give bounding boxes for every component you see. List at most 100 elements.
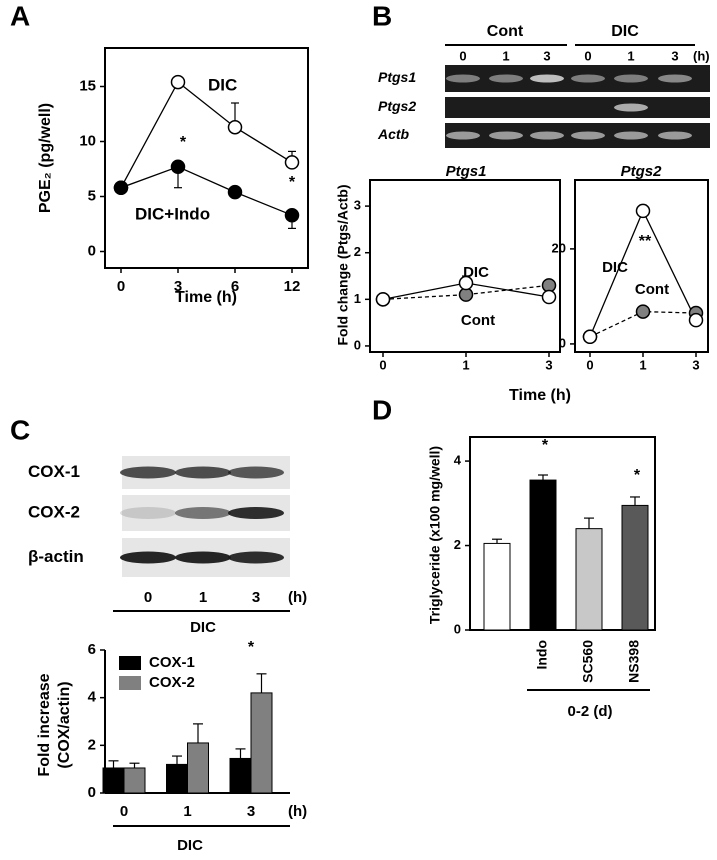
y-tick-label: 2 xyxy=(88,736,96,753)
gel-unit: (h) xyxy=(693,48,710,63)
y-tick-label: 0 xyxy=(88,242,96,259)
gel-lane-label: 1 xyxy=(627,48,634,63)
x-tick-label: 3 xyxy=(174,278,182,295)
x-tick-label: 0 xyxy=(586,357,593,372)
group-label: 0-2 (d) xyxy=(568,703,613,720)
gel-lane-label: 0 xyxy=(459,48,466,63)
gel-band xyxy=(120,466,176,479)
bar xyxy=(229,757,252,794)
bar xyxy=(102,767,125,794)
y-tick-label: 5 xyxy=(88,187,96,204)
y-axis-label: Triglyceride (x100 mg/well) xyxy=(427,446,443,624)
annotation: ** xyxy=(639,233,652,250)
y-tick-label: 0 xyxy=(454,621,461,636)
group-label: DIC xyxy=(177,837,203,854)
gel-band xyxy=(175,551,231,564)
x-unit: (h) xyxy=(288,803,307,820)
error-bar xyxy=(129,762,140,768)
series-label: DIC xyxy=(602,259,628,276)
legend-swatch xyxy=(119,676,141,690)
x-axis-label: Time (h) xyxy=(509,387,571,404)
annotation: * xyxy=(634,467,641,484)
error-bar xyxy=(492,538,502,544)
error-bar xyxy=(256,673,267,693)
y-tick-label: 0 xyxy=(354,337,361,352)
annotation: * xyxy=(542,437,549,454)
gel-band xyxy=(446,131,480,140)
data-point xyxy=(541,289,557,305)
gel-row xyxy=(445,97,710,118)
gel-group: DIC xyxy=(190,619,216,636)
y-tick-label: 2 xyxy=(454,537,461,552)
gel-row-label: β-actin xyxy=(28,547,84,566)
gel-lane-label: 3 xyxy=(252,589,260,606)
y-tick-label: 15 xyxy=(79,77,96,94)
error-bar xyxy=(193,723,203,743)
y-tick-label: 0 xyxy=(88,784,96,801)
y-tick-label: 1 xyxy=(354,291,361,306)
gel-lane-label: 1 xyxy=(502,48,509,63)
gel-band xyxy=(228,551,284,564)
bar xyxy=(529,479,557,631)
panel-label: D xyxy=(372,394,392,425)
error-bar xyxy=(630,496,640,506)
error-bar xyxy=(108,760,119,768)
x-tick-label: 12 xyxy=(284,278,301,295)
data-point xyxy=(284,207,300,223)
y-tick-label: 10 xyxy=(79,132,96,149)
error-bar xyxy=(538,474,548,481)
panel-label: A xyxy=(10,0,30,31)
chart-title: Ptgs2 xyxy=(621,163,663,180)
y-tick-label: 3 xyxy=(354,198,361,213)
gel-band xyxy=(571,131,605,140)
gel-row-label: Ptgs2 xyxy=(378,98,416,114)
data-point xyxy=(688,312,704,328)
gel-row-label: COX-1 xyxy=(28,462,80,481)
error-bar xyxy=(584,517,594,529)
y-axis-label: Fold increase xyxy=(36,673,53,776)
gel-band xyxy=(175,507,231,519)
series-line xyxy=(120,166,293,216)
gel-band xyxy=(120,507,176,519)
panel-label: B xyxy=(372,0,392,31)
x-tick-label: 0 xyxy=(379,357,386,372)
annotation: * xyxy=(180,134,187,151)
gel-band xyxy=(571,74,605,83)
gel-band xyxy=(658,131,692,140)
panel-label: C xyxy=(10,414,30,445)
series-label: Cont xyxy=(635,281,669,298)
series-label: DIC xyxy=(463,264,489,281)
gel-band xyxy=(175,466,231,479)
annotation: * xyxy=(289,174,296,191)
bar xyxy=(250,692,273,794)
data-point xyxy=(170,74,186,90)
data-point xyxy=(113,180,129,195)
gel-band xyxy=(530,131,564,140)
x-tick-label: 0 xyxy=(120,803,128,820)
gel-band xyxy=(228,507,284,519)
error-bar xyxy=(235,748,246,759)
gel-group: Cont xyxy=(487,23,524,40)
data-point xyxy=(458,275,474,291)
bar xyxy=(575,528,603,631)
bar xyxy=(166,763,188,794)
series-label: DIC xyxy=(208,75,237,94)
x-tick-label: 3 xyxy=(692,357,699,372)
gel-band xyxy=(530,74,564,83)
gel-band xyxy=(614,74,648,83)
x-tick-label: 1 xyxy=(183,803,191,820)
gel-row-label: Ptgs1 xyxy=(378,69,416,85)
gel-band xyxy=(614,131,648,140)
data-point xyxy=(284,155,300,170)
y-axis-label: PGE₂ (pg/well) xyxy=(37,103,54,213)
x-tick-label: 1 xyxy=(462,357,469,372)
gel-band xyxy=(489,131,523,140)
data-point xyxy=(635,203,651,219)
gel-band xyxy=(446,74,480,83)
gel-row-label: COX-2 xyxy=(28,502,80,521)
legend-label: COX-2 xyxy=(149,674,195,691)
chart-title: Ptgs1 xyxy=(446,163,487,180)
y-tick-label: 20 xyxy=(552,240,566,255)
bar xyxy=(483,542,511,631)
series-line xyxy=(120,81,293,189)
